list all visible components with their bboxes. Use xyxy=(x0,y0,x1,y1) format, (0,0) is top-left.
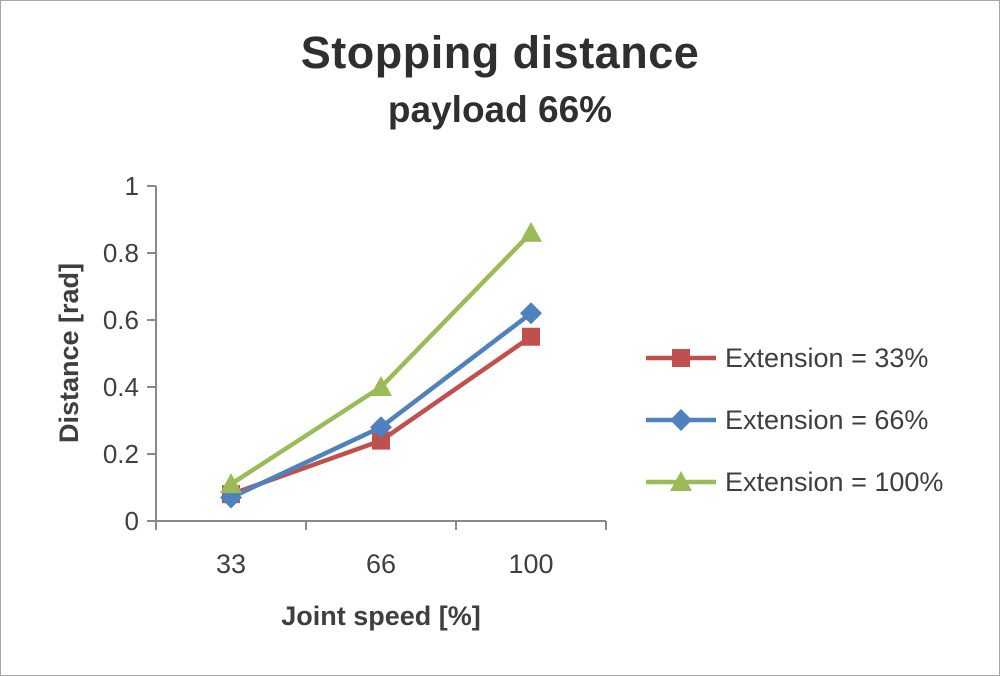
legend-marker-diamond-icon xyxy=(646,409,716,431)
x-axis-title: Joint speed [%] xyxy=(281,601,481,631)
legend-label: Extension = 66% xyxy=(725,404,929,435)
legend-item-extension-100: Extension = 100% xyxy=(646,463,991,501)
chart-title: Stopping distance xyxy=(300,27,700,78)
y-axis-title: Distance [rad] xyxy=(54,262,84,444)
y-tick-label: 0 xyxy=(124,506,139,536)
y-tick-label: 0.4 xyxy=(102,372,139,402)
x-tick-label: 66 xyxy=(365,549,397,579)
legend-marker-square-icon xyxy=(646,349,716,367)
legend-marker-triangle-icon xyxy=(646,471,716,491)
x-tick-label: 33 xyxy=(215,549,247,579)
legend-label: Extension = 100% xyxy=(725,466,944,497)
y-tick-label: 0.8 xyxy=(102,238,139,268)
y-tick-label: 0.2 xyxy=(102,439,139,469)
legend-label: Extension = 33% xyxy=(725,342,929,373)
y-tick-label: 1 xyxy=(124,171,139,201)
legend-item-extension-33: Extension = 33% xyxy=(646,339,991,377)
x-tick-label: 100 xyxy=(508,549,554,579)
chart-subtitle: payload 66% xyxy=(387,89,613,130)
legend-item-extension-66: Extension = 66% xyxy=(646,401,991,439)
y-tick-label: 0.6 xyxy=(102,305,139,335)
chart-legend: Extension = 33% Extension = 66% Extensio… xyxy=(646,339,991,525)
